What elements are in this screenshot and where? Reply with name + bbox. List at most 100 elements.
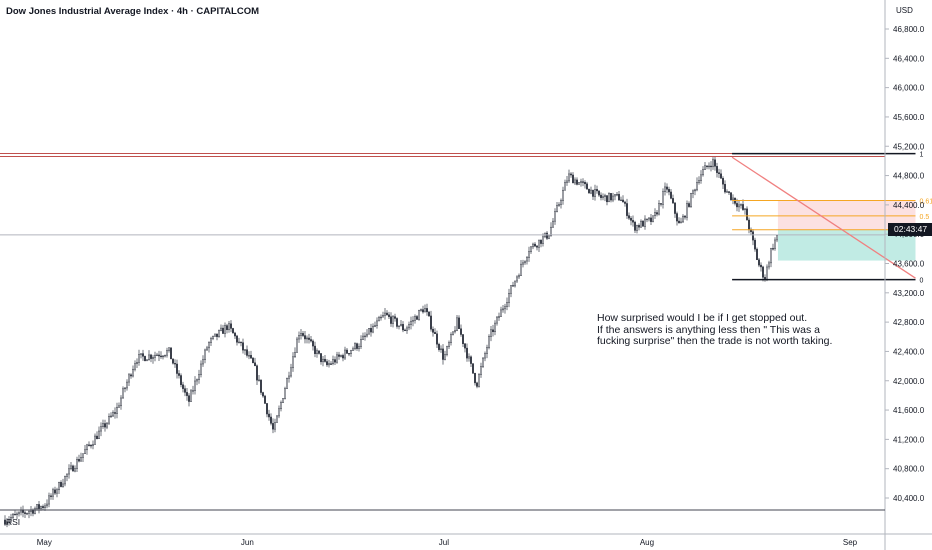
candle-body — [676, 213, 678, 222]
candle-body — [168, 347, 170, 351]
candle-body — [558, 204, 560, 206]
candle-body — [438, 343, 440, 350]
candle-body — [474, 372, 476, 384]
candle-body — [374, 325, 376, 327]
candle-body — [680, 221, 682, 224]
time-axis[interactable]: May Jun Jul Aug Sep — [0, 509, 932, 547]
candle-body — [640, 220, 642, 228]
candle-body — [132, 368, 134, 377]
candle-body — [638, 225, 640, 228]
candle-body — [290, 367, 292, 377]
candle-body — [152, 356, 154, 359]
candle-body — [502, 308, 504, 311]
candle-body — [582, 181, 584, 183]
candle-body — [304, 335, 306, 340]
candle-body — [80, 457, 82, 462]
candle-body — [536, 245, 538, 248]
candle-body — [68, 468, 70, 475]
candle-body — [106, 422, 108, 428]
candle-body — [702, 169, 704, 176]
candle-body — [244, 349, 246, 351]
chart-annotation[interactable]: How surprised would I be if I get stoppe… — [597, 312, 833, 347]
candle-body — [614, 194, 616, 197]
candle-body — [330, 363, 332, 365]
candle-body — [352, 348, 354, 351]
candle-body — [42, 506, 44, 508]
rsi-pane-label[interactable]: RSI — [6, 517, 21, 527]
candle-body — [288, 375, 290, 379]
candle-body — [404, 329, 406, 332]
candle-body — [252, 357, 254, 364]
candle-body — [12, 513, 14, 518]
candle-body — [36, 504, 38, 509]
candle-body — [530, 246, 532, 252]
candle-body — [322, 358, 324, 363]
candle-body — [156, 354, 158, 357]
candle-body — [276, 415, 278, 423]
candle-body — [568, 173, 570, 182]
candle-body — [756, 248, 758, 261]
candle-body — [600, 194, 602, 198]
candle-body — [228, 323, 230, 330]
candle-body — [464, 343, 466, 349]
candle-body — [206, 347, 208, 351]
candle-body — [204, 349, 206, 360]
candle-body — [540, 239, 542, 244]
candle-body — [128, 374, 130, 383]
candle-body — [100, 426, 102, 432]
candle-body — [434, 332, 436, 335]
candle-body — [84, 449, 86, 454]
candle-body — [26, 513, 28, 515]
candle-body — [574, 179, 576, 184]
candle-body — [260, 379, 262, 393]
price-tick-label: 44,800.0 — [893, 172, 925, 181]
candle-body — [528, 251, 530, 258]
candle-body — [564, 182, 566, 191]
candle-body — [238, 341, 240, 344]
candle-body — [274, 422, 276, 430]
candle-body — [246, 349, 248, 356]
candle-body — [580, 181, 582, 183]
candle-body — [370, 328, 372, 333]
candle-body — [306, 337, 308, 340]
candle-body — [742, 204, 744, 210]
candle-body — [248, 355, 250, 357]
candle-body — [708, 165, 710, 168]
candle-body — [506, 302, 508, 307]
candle-body — [242, 342, 244, 351]
candle-body — [696, 182, 698, 191]
candle-body — [578, 182, 580, 185]
candle-body — [310, 339, 312, 342]
candle-body — [450, 334, 452, 343]
candle-body — [14, 513, 16, 516]
candle-body — [602, 196, 604, 198]
candle-body — [198, 374, 200, 380]
candle-body — [446, 346, 448, 355]
candle-body — [726, 191, 728, 193]
candle-body — [88, 444, 90, 446]
candle-body — [214, 333, 216, 337]
candle-body — [158, 354, 160, 357]
candle-body — [526, 257, 528, 262]
price-axis[interactable]: 46,800.0 46,400.0 46,000.0 45,600.0 45,200.0… — [884, 0, 925, 550]
candle-body — [24, 512, 26, 514]
time-tick-label: Aug — [640, 538, 654, 547]
candle-body — [394, 316, 396, 319]
candle-body — [232, 328, 234, 334]
candle-body — [478, 374, 480, 387]
candle-body — [318, 350, 320, 354]
candle-body — [140, 353, 142, 355]
currency-label[interactable]: USD — [896, 6, 913, 15]
chart-title: Dow Jones Industrial Average Index · 4h … — [6, 6, 260, 17]
candle-body — [164, 354, 166, 357]
candle-body — [754, 239, 756, 250]
candle-body — [772, 248, 774, 250]
candle-body — [758, 259, 760, 266]
candle-body — [618, 194, 620, 201]
candle-body — [570, 173, 572, 176]
candle-body — [182, 384, 184, 389]
candle-body — [202, 359, 204, 365]
candle-body — [272, 423, 274, 430]
candle-body — [186, 392, 188, 396]
